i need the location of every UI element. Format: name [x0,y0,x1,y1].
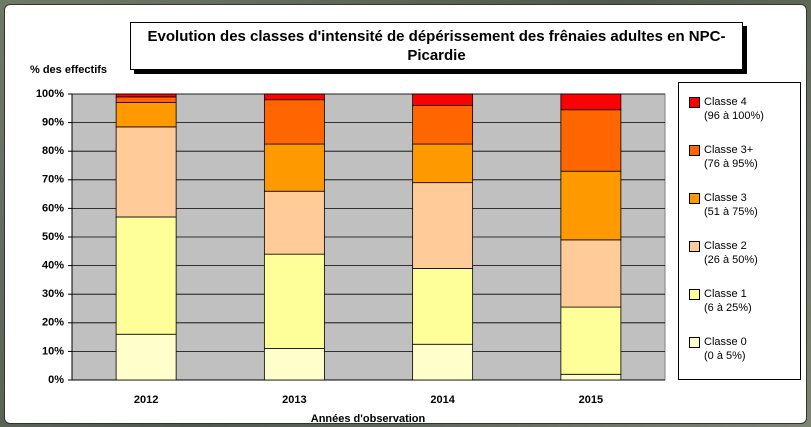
legend-item: Classe 3 (51 à 75%) [689,191,758,219]
legend-label: Classe 4 (96 à 100%) [704,95,764,123]
y-tick-label: 70% [42,174,64,186]
legend-swatch [689,145,700,156]
legend-item: Classe 4 (96 à 100%) [689,95,764,123]
bar-segment [413,105,473,144]
legend-item: Classe 1 (6 à 25%) [689,287,752,315]
y-tick-label: 40% [42,260,64,272]
y-tick-label: 30% [42,288,64,300]
bar-segment [561,94,621,110]
legend-label: Classe 3 (51 à 75%) [704,191,758,219]
bar-segment [264,100,324,144]
legend-label: Classe 0 (0 à 5%) [704,335,747,363]
y-tick-label: 20% [42,317,64,329]
bar-segment [264,94,324,100]
legend-item: Classe 3+ (76 à 95%) [689,143,758,171]
bar-segment [116,334,176,380]
bar-segment [561,240,621,307]
bar-segment [116,103,176,127]
x-tick-label: 2015 [579,394,603,406]
chart-title: Evolution des classes d'intensité de dép… [130,22,743,70]
y-tick-label: 50% [42,231,64,243]
bar-segment [413,344,473,380]
legend-item: Classe 0 (0 à 5%) [689,335,747,363]
bar-segment [413,94,473,105]
bar-segment [116,217,176,334]
bar-segment [561,171,621,240]
x-tick-label: 2013 [282,394,306,406]
x-axis-label: Années d'observation [311,413,426,425]
y-axis-label: % des effectifs [30,64,107,76]
bar-segment [116,97,176,103]
bar-segment [264,349,324,380]
y-tick-label: 0% [48,374,64,386]
legend: Classe 0 (0 à 5%) Classe 1 (6 à 25%) Class… [678,82,801,380]
bar-segment [413,144,473,183]
legend-swatch [689,241,700,252]
legend-label: Classe 3+ (76 à 95%) [704,143,758,171]
legend-label: Classe 2 (26 à 50%) [704,239,758,267]
y-tick-label: 80% [42,145,64,157]
legend-swatch [689,193,700,204]
screen: % des effectifs Années d'observation 0% 1… [0,0,811,427]
x-tick-label: 2014 [430,394,455,406]
bar-segment [413,183,473,269]
bar-segment [116,127,176,217]
bar-segment [264,144,324,191]
x-tick-label: 2012 [134,394,158,406]
legend-item: Classe 2 (26 à 50%) [689,239,758,267]
bar-segment [561,110,621,171]
bar-segment [116,94,176,97]
y-tick-label: 100% [36,88,64,100]
legend-swatch [689,289,700,300]
bar-segment [561,374,621,380]
y-tick-label: 90% [42,117,64,129]
bar-segment [264,254,324,348]
y-tick-label: 60% [42,202,64,214]
bar-segment [264,191,324,254]
legend-label: Classe 1 (6 à 25%) [704,287,752,315]
bar-segment [413,268,473,344]
bar-segment [561,307,621,374]
legend-swatch [689,97,700,108]
legend-swatch [689,337,700,348]
y-tick-label: 10% [42,345,64,357]
